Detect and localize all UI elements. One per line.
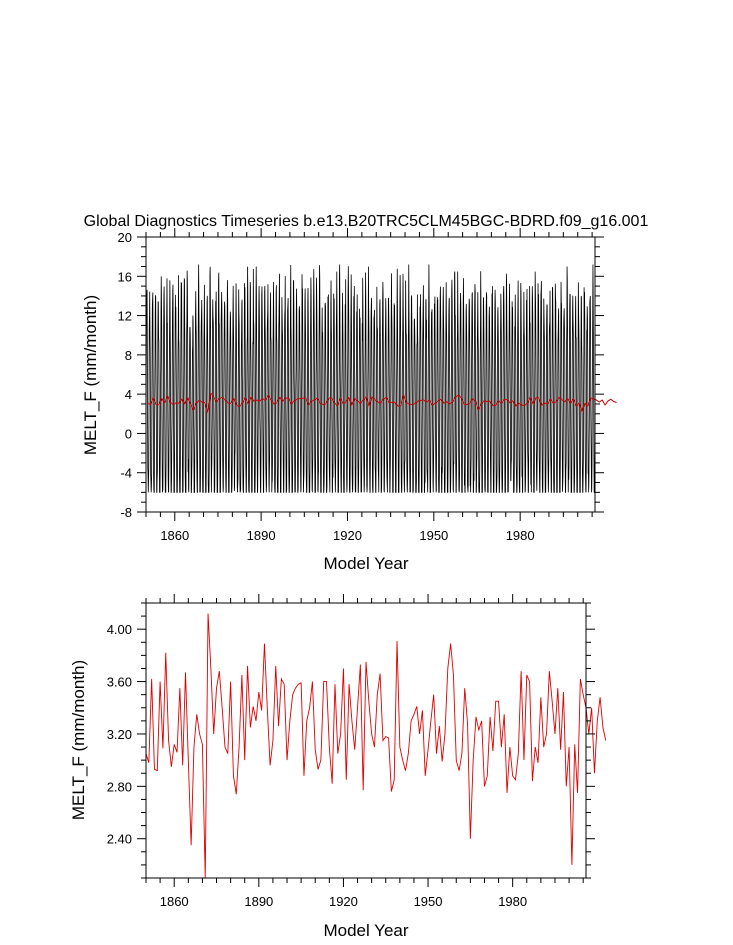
- top-y-tick-label: 8: [125, 348, 132, 363]
- chart-title: Global Diagnostics Timeseries b.e13.B20T…: [84, 213, 649, 230]
- top-x-tick-label: 1980: [506, 528, 535, 543]
- top-y-axis-label: MELT_F (mm/month): [81, 295, 100, 455]
- bottom-x-tick-label: 1920: [329, 894, 358, 909]
- top-y-tick-label: 4: [125, 387, 132, 402]
- bottom-x-tick-label: 1890: [244, 894, 273, 909]
- top-y-tick-label: -8: [120, 505, 132, 520]
- bottom-y-tick-label: 2.80: [107, 779, 132, 794]
- top-y-axis: -8 -4 0 4 8 12 16 20: [118, 230, 604, 520]
- bottom-y-tick-label: 2.40: [107, 832, 132, 847]
- top-y-tick-label: 16: [118, 269, 132, 284]
- top-x-tick-label: 1890: [247, 528, 276, 543]
- bottom-y-tick-label: 3.60: [107, 675, 132, 690]
- bottom-plot-frame: [145, 602, 587, 879]
- bottom-y-axis: 2.40 2.80 3.20 3.60 4.00: [107, 602, 595, 879]
- bottom-y-tick-label: 3.20: [107, 727, 132, 742]
- top-x-axis-label: Model Year: [323, 554, 408, 573]
- bottom-x-axis: 1860 1890 1920 1950 1980: [145, 594, 584, 909]
- annual-mean-line: [147, 391, 617, 414]
- top-y-tick-label: 0: [125, 426, 132, 441]
- bottom-x-axis-label: Model Year: [323, 921, 408, 940]
- top-x-tick-label: 1860: [160, 528, 189, 543]
- top-y-tick-label: 20: [118, 230, 132, 245]
- top-x-tick-label: 1920: [333, 528, 362, 543]
- top-y-tick-label: 12: [118, 309, 132, 324]
- series-annual-mean: [145, 613, 607, 879]
- bottom-x-tick-label: 1860: [160, 894, 189, 909]
- bottom-y-axis-label: MELT_F (mm/month): [69, 660, 88, 820]
- bottom-panel: 1860 1890 1920 1950 1980 2.40 2.80 3.20 3.60 4.0…: [69, 594, 607, 940]
- series-monthly-black: [145, 264, 596, 494]
- monthly-line: [145, 264, 596, 494]
- bottom-x-tick-label: 1980: [498, 894, 527, 909]
- series-annual-red: [147, 391, 617, 414]
- top-x-tick-label: 1950: [419, 528, 448, 543]
- top-y-tick-label: -4: [120, 466, 132, 481]
- top-panel: Global Diagnostics Timeseries b.e13.B20T…: [81, 213, 648, 573]
- bottom-y-tick-label: 4.00: [107, 622, 132, 637]
- bottom-x-tick-label: 1950: [414, 894, 443, 909]
- annual-mean-line: [145, 613, 607, 879]
- top-x-axis: 1860 1890 1920 1950 1980: [145, 228, 593, 543]
